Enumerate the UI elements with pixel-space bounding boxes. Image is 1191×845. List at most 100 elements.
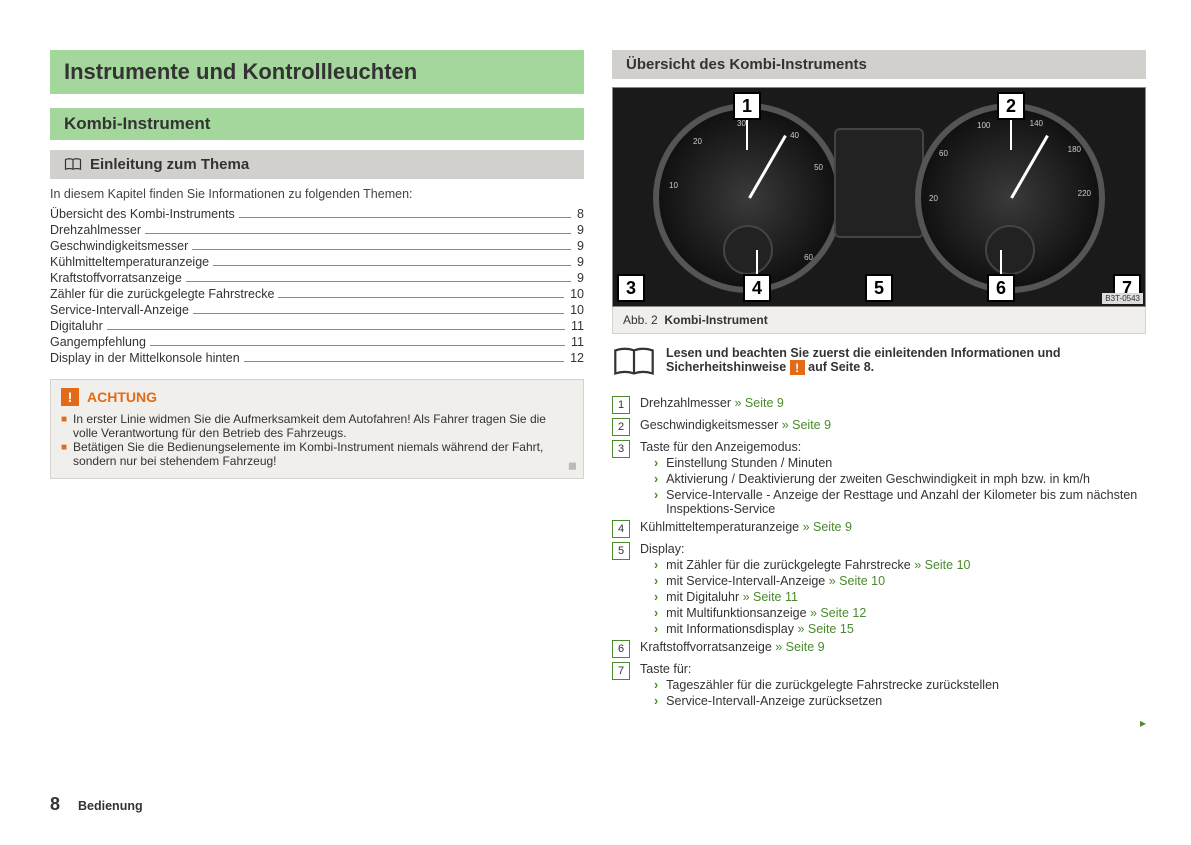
heading-3-overview-text: Übersicht des Kombi-Instruments: [626, 56, 867, 73]
notice-post: auf Seite 8.: [805, 360, 874, 374]
toc-item[interactable]: Digitaluhr 11: [50, 319, 584, 333]
callout-5: 5: [865, 274, 893, 302]
gauge-tick: 20: [929, 194, 938, 203]
chevron-icon: ›: [654, 558, 658, 572]
toc-item[interactable]: Drehzahlmesser9: [50, 223, 584, 237]
toc-leader: [193, 313, 564, 314]
legend-item: 7Taste für:›Tageszähler für die zurückge…: [612, 662, 1146, 708]
legend-sub-item: › mit Multifunktionsanzeige » Seite 12: [640, 606, 1146, 620]
warning-bullet: ■Betätigen Sie die Bedienungselemente im…: [61, 440, 573, 468]
callout-6: 6: [987, 274, 1015, 302]
gauge-tick: 20: [693, 137, 702, 146]
gauge-tick: 60: [939, 149, 948, 158]
legend-item: 1Drehzahlmesser » Seite 9: [612, 396, 1146, 414]
toc-item[interactable]: Gangempfehlung11: [50, 335, 584, 349]
toc-leader: [213, 265, 571, 266]
page-reference[interactable]: » Seite 12: [807, 606, 867, 620]
page-number: 8: [50, 794, 60, 815]
chevron-icon: ›: [654, 622, 658, 636]
legend-sub-item: ›Aktivierung / Deaktivierung der zweiten…: [640, 472, 1146, 486]
bullet-icon: ■: [61, 412, 67, 440]
legend-text: Drehzahlmesser: [640, 396, 731, 410]
gauge-tick: 40: [790, 131, 799, 140]
toc-label: Gangempfehlung: [50, 335, 146, 349]
legend-text: Taste für:: [640, 662, 691, 676]
toc-item[interactable]: Kraftstoffvorratsanzeige9: [50, 271, 584, 285]
sub-text: Tageszähler für die zurückgelegte Fahrst…: [666, 678, 999, 692]
legend-body: Kühlmitteltemperaturanzeige » Seite 9: [640, 520, 1146, 534]
two-column-layout: Instrumente und Kontrollleuchten Kombi-I…: [50, 50, 1146, 774]
legend-item: 5Display:›mit Zähler für die zurückgeleg…: [612, 542, 1146, 636]
toc-leader: [244, 361, 564, 362]
toc-item[interactable]: Geschwindigkeitsmesser9: [50, 239, 584, 253]
page-reference[interactable]: » Seite 9: [772, 640, 825, 654]
toc-item[interactable]: Zähler für die zurückgelegte Fahrstrecke…: [50, 287, 584, 301]
toc-page: 9: [575, 255, 584, 269]
chevron-icon: ›: [654, 488, 658, 516]
page-reference[interactable]: » Seite 10: [911, 558, 971, 572]
page-reference[interactable]: » Seite 9: [731, 396, 784, 410]
toc-item[interactable]: Kühlmitteltemperaturanzeige9: [50, 255, 584, 269]
legend-item: 2Geschwindigkeitsmesser » Seite 9: [612, 418, 1146, 436]
notice-box: Lesen und beachten Sie zuerst die einlei…: [612, 346, 1146, 382]
gauge-tick: 100: [977, 121, 990, 130]
legend-text: Kraftstoffvorratsanzeige: [640, 640, 772, 654]
gauge-tick: 180: [1068, 145, 1081, 154]
toc-leader: [107, 329, 565, 330]
sub-text: mit Multifunktionsanzeige » Seite 12: [666, 606, 866, 620]
toc-item[interactable]: Display in der Mittelkonsole hinten12: [50, 351, 584, 365]
exclamation-icon: !: [61, 388, 79, 406]
legend-body: Drehzahlmesser » Seite 9: [640, 396, 1146, 410]
toc-item[interactable]: Übersicht des Kombi-Instruments8: [50, 207, 584, 221]
page-footer: 8 Bedienung: [50, 774, 1146, 815]
toc-leader: [150, 345, 565, 346]
page-reference[interactable]: » Seite 15: [794, 622, 854, 636]
toc-label: Kraftstoffvorratsanzeige: [50, 271, 182, 285]
toc-page: 8: [575, 207, 584, 221]
legend-item: 6Kraftstoffvorratsanzeige » Seite 9: [612, 640, 1146, 658]
legend-item: 3Taste für den Anzeigemodus:›Einstellung…: [612, 440, 1146, 516]
table-of-contents: Übersicht des Kombi-Instruments8 Drehzahl…: [50, 207, 584, 365]
chevron-icon: ›: [654, 606, 658, 620]
gauge-needle: [1010, 135, 1049, 199]
exclamation-icon: !: [790, 360, 805, 375]
toc-page: 10: [568, 303, 584, 317]
page-reference[interactable]: » Seite 10: [825, 574, 885, 588]
manual-page: Instrumente und Kontrollleuchten Kombi-I…: [0, 0, 1191, 845]
chevron-icon: ›: [654, 574, 658, 588]
page-reference[interactable]: » Seite 11: [739, 590, 798, 604]
toc-page: 10: [568, 287, 584, 301]
legend-text: Taste für den Anzeigemodus:: [640, 440, 801, 454]
sub-text: Aktivierung / Deaktivierung der zweiten …: [666, 472, 1090, 486]
fuel-sub-gauge: [985, 225, 1035, 275]
callout-4: 4: [743, 274, 771, 302]
toc-page: 9: [575, 223, 584, 237]
page-reference[interactable]: » Seite 9: [799, 520, 852, 534]
toc-leader: [239, 217, 571, 218]
toc-leader: [192, 249, 571, 250]
toc-label: Digitaluhr: [50, 319, 103, 333]
callout-line: [746, 120, 748, 150]
sub-text: mit Service-Intervall-Anzeige » Seite 10: [666, 574, 885, 588]
gauge-tick: 140: [1030, 119, 1043, 128]
bullet-text: In erster Linie widmen Sie die Aufmerksa…: [73, 412, 573, 440]
heading-1: Instrumente und Kontrollleuchten: [50, 50, 584, 94]
callout-2: 2: [997, 92, 1025, 120]
legend-sub-item: ›mit Zähler für die zurückgelegte Fahrst…: [640, 558, 1146, 572]
callout-1: 1: [733, 92, 761, 120]
book-icon: [612, 346, 656, 382]
legend-sub-item: ›mit Digitaluhr » Seite 11: [640, 590, 1146, 604]
toc-page: 11: [569, 319, 584, 333]
bullet-icon: ■: [61, 440, 67, 468]
callout-line: [1010, 120, 1012, 150]
gauge-tick: 30: [737, 119, 746, 128]
page-reference[interactable]: » Seite 9: [778, 418, 831, 432]
warning-bullet: ■In erster Linie widmen Sie die Aufmerks…: [61, 412, 573, 440]
toc-label: Zähler für die zurückgelegte Fahrstrecke: [50, 287, 274, 301]
legend-sub-item: › mit Service-Intervall-Anzeige » Seite 1…: [640, 574, 1146, 588]
chevron-icon: ›: [654, 590, 658, 604]
figure-id: B3T-0543: [1102, 293, 1143, 304]
toc-item[interactable]: Service-Intervall-Anzeige10: [50, 303, 584, 317]
legend-body: Geschwindigkeitsmesser » Seite 9: [640, 418, 1146, 432]
figure-caption: Abb. 2 Kombi-Instrument: [612, 307, 1146, 334]
